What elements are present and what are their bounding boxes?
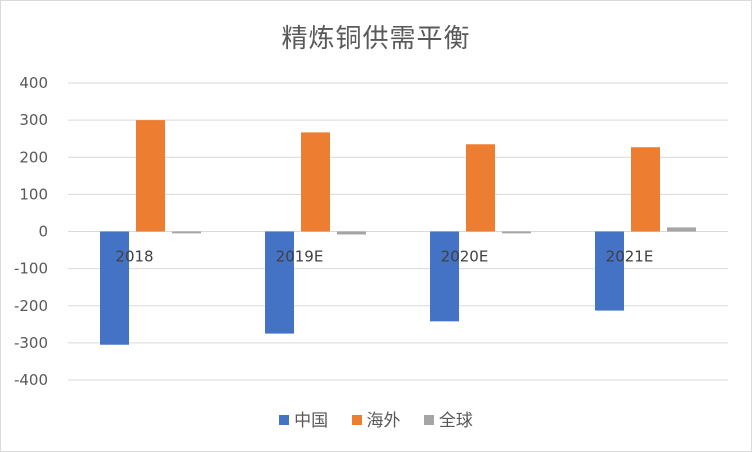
- legend-item-global: 全球: [423, 406, 473, 431]
- bar-global: [337, 231, 366, 235]
- x-category-label: 2021E: [606, 248, 654, 266]
- y-tick-label: -400: [14, 371, 48, 389]
- y-tick-label: 400: [19, 74, 48, 92]
- y-tick-label: 0: [38, 223, 48, 241]
- bar-china: [265, 231, 294, 334]
- x-category-label: 2020E: [441, 248, 489, 266]
- y-tick-label: -100: [14, 260, 48, 278]
- legend-swatch: [351, 415, 362, 425]
- y-tick-label: 100: [19, 185, 48, 203]
- legend-label: 中国: [294, 411, 329, 431]
- bar-global: [172, 231, 201, 234]
- chart-legend: 中国 海外 全球: [0, 406, 752, 431]
- legend-swatch: [279, 415, 290, 425]
- bar-china: [430, 231, 459, 322]
- y-tick-label: 200: [19, 148, 48, 166]
- legend-label: 全球: [438, 411, 473, 431]
- legend-item-china: 中国: [279, 406, 328, 431]
- bar-global: [667, 227, 696, 232]
- bar-china: [100, 231, 129, 345]
- legend-item-overseas: 海外: [351, 406, 401, 431]
- x-category-label: 2018: [115, 248, 153, 266]
- bar-china: [595, 231, 624, 311]
- bar-overseas: [136, 120, 165, 232]
- chart-title: 精炼铜供需平衡: [281, 24, 471, 54]
- bar-overseas: [631, 147, 660, 232]
- x-category-label: 2019E: [276, 248, 324, 266]
- legend-swatch: [423, 415, 434, 425]
- y-tick-label: -200: [14, 297, 48, 315]
- bar-overseas: [301, 132, 330, 232]
- legend-label: 海外: [366, 411, 401, 431]
- y-tick-label: 300: [19, 111, 48, 129]
- bar-overseas: [466, 144, 495, 232]
- bar-global: [502, 231, 531, 234]
- y-tick-label: -300: [14, 334, 48, 352]
